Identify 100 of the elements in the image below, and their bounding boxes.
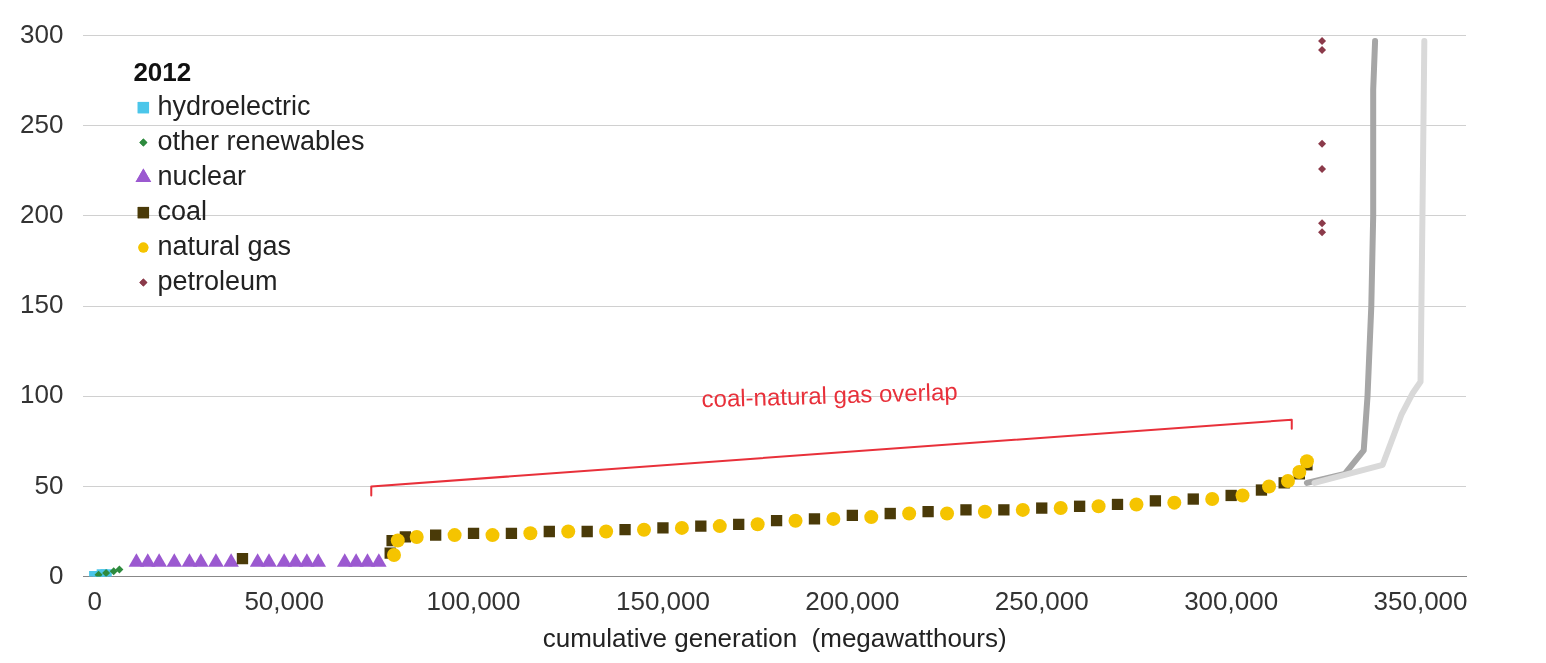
point [977, 504, 992, 519]
point [884, 507, 896, 520]
point [336, 553, 353, 567]
point [902, 506, 917, 521]
x-tick-label: 350,000 [1373, 586, 1468, 617]
point [1149, 495, 1162, 507]
point [808, 513, 821, 525]
legend-label: coal [157, 196, 207, 227]
point [299, 553, 315, 567]
y-tick-label: 50 [34, 469, 64, 500]
point [1225, 489, 1237, 502]
point [864, 510, 879, 525]
point [637, 522, 651, 537]
point [181, 553, 198, 567]
legend-title: 2012 [133, 56, 192, 87]
x-tick-label: 300,000 [1184, 586, 1279, 617]
point [788, 513, 803, 528]
point [287, 553, 304, 567]
point [1318, 228, 1327, 237]
legend-label: natural gas [157, 231, 291, 262]
y-tick-label: 150 [19, 289, 64, 320]
point [1235, 488, 1250, 503]
point [193, 553, 209, 567]
point [1073, 500, 1086, 512]
x-tick-label: 200,000 [805, 586, 900, 617]
point [674, 520, 689, 535]
point [1053, 501, 1068, 516]
x-tick-label: 150,000 [615, 586, 710, 617]
point [109, 567, 118, 576]
point [371, 553, 387, 567]
point [1318, 37, 1327, 46]
point [523, 526, 538, 541]
point [1167, 495, 1182, 510]
point [543, 525, 555, 538]
point [485, 528, 500, 543]
point [695, 520, 707, 532]
y-tick-label: 250 [19, 108, 64, 139]
point [960, 504, 972, 516]
annotation: coal-natural gas overlap [701, 377, 958, 413]
x-tick-label: 0 [87, 586, 102, 617]
point [261, 553, 277, 567]
point [1318, 139, 1327, 148]
point [1299, 454, 1314, 469]
point [1111, 498, 1124, 511]
point [770, 515, 783, 527]
x-axis-title: cumulative generation (megawatthours) [542, 622, 1007, 653]
point [236, 552, 249, 565]
point [1262, 479, 1277, 494]
point [409, 529, 424, 544]
y-tick-label: 100 [19, 379, 64, 410]
point [390, 533, 405, 548]
legend-label: hydroelectric [157, 91, 311, 122]
point [505, 527, 518, 539]
x-tick-label: 100,000 [426, 586, 521, 617]
y-tick-label: 300 [19, 18, 64, 49]
point [310, 553, 327, 567]
point [223, 553, 239, 567]
point [1318, 165, 1327, 174]
legend-label: other renewables [157, 126, 365, 157]
point [151, 553, 167, 567]
point [922, 506, 934, 518]
point [846, 509, 858, 521]
point [733, 518, 745, 530]
point [581, 525, 593, 538]
point [1015, 502, 1030, 517]
point [128, 553, 145, 567]
point [1036, 502, 1048, 514]
point [249, 553, 266, 567]
point [447, 528, 462, 543]
x-tick-label: 50,000 [244, 586, 324, 617]
point [750, 517, 765, 532]
point [998, 504, 1010, 516]
point [1205, 492, 1220, 507]
point [139, 553, 156, 567]
point [599, 524, 614, 539]
point [359, 553, 376, 567]
point [1318, 46, 1327, 55]
point [940, 506, 955, 521]
point [657, 522, 669, 534]
point [208, 553, 224, 567]
point [561, 524, 576, 539]
point [619, 524, 631, 536]
point [1280, 474, 1295, 489]
point [115, 565, 124, 574]
x-tick-label: 250,000 [994, 586, 1089, 617]
y-tick-label: 200 [19, 199, 64, 230]
point [826, 511, 841, 526]
point [1187, 493, 1199, 505]
legend-label: nuclear [157, 161, 246, 192]
point [1091, 499, 1106, 514]
point [276, 553, 292, 567]
point [712, 519, 727, 534]
point [467, 527, 480, 539]
point [348, 553, 364, 567]
point [1318, 219, 1327, 228]
point [166, 553, 183, 567]
point [430, 529, 442, 541]
point [387, 547, 401, 562]
y-tick-label: 0 [48, 559, 64, 590]
legend-label: petroleum [157, 266, 278, 297]
